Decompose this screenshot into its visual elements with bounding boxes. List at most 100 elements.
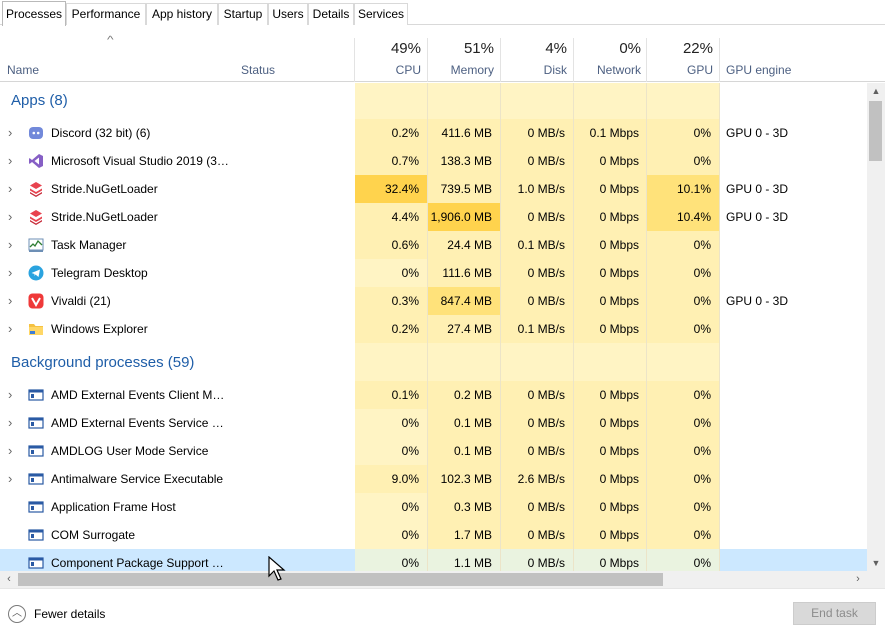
- stride-icon: [28, 181, 44, 197]
- process-row[interactable]: › Task Manager 0.6% 24.4 MB 0.1 MB/s 0 Mbps 0%: [0, 231, 867, 259]
- vivaldi-icon: [28, 293, 44, 309]
- expand-chevron-icon[interactable]: ›: [8, 181, 13, 196]
- column-header-cpu[interactable]: 49% CPU: [355, 26, 427, 82]
- process-name: Microsoft Visual Studio 2019 (32...: [51, 154, 229, 168]
- column-header-status[interactable]: Status: [234, 26, 355, 82]
- process-row[interactable]: › Microsoft Visual Studio 2019 (32... 0.7%…: [0, 147, 867, 175]
- end-task-button[interactable]: End task: [793, 602, 876, 625]
- expand-chevron-icon[interactable]: ›: [8, 153, 13, 168]
- cell-net: 0 Mbps: [574, 465, 647, 493]
- cell-mem: 411.6 MB: [428, 119, 500, 147]
- process-row[interactable]: COM Surrogate 0% 1.7 MB 0 MB/s 0 Mbps 0%: [0, 521, 867, 549]
- expand-chevron-icon[interactable]: ›: [8, 387, 13, 402]
- process-row[interactable]: › Stride.NuGetLoader 4.4% 1,906.0 MB 0 MB/s 0…: [0, 203, 867, 231]
- process-row[interactable]: › Windows Explorer 0.2% 27.4 MB 0.1 MB/s 0 Mb…: [0, 315, 867, 343]
- horizontal-scroll-thumb[interactable]: [18, 573, 663, 586]
- cell-gpu: 0%: [647, 549, 719, 571]
- cell-net: 0 Mbps: [574, 287, 647, 315]
- process-row[interactable]: › Vivaldi (21) 0.3% 847.4 MB 0 MB/s 0 Mbps 0% G…: [0, 287, 867, 315]
- tab-users[interactable]: Users: [268, 3, 308, 25]
- scroll-right-icon[interactable]: ›: [856, 573, 860, 585]
- column-header-network[interactable]: 0% Network: [574, 26, 647, 82]
- process-name: AMDLOG User Mode Service: [51, 444, 209, 458]
- group-title-background: Background processes (59): [11, 354, 195, 371]
- cpu-total-percent: 49%: [390, 40, 421, 57]
- scroll-left-icon[interactable]: ‹: [7, 573, 11, 585]
- vertical-scrollbar[interactable]: ▲ ▼: [867, 83, 885, 571]
- column-header-disk[interactable]: 4% Disk: [501, 26, 573, 82]
- scroll-down-icon[interactable]: ▼: [871, 558, 881, 568]
- vertical-scroll-thumb[interactable]: [869, 101, 882, 161]
- fewer-details-button[interactable]: ︿ Fewer details: [8, 604, 105, 624]
- process-name: Stride.NuGetLoader: [51, 182, 158, 196]
- expand-chevron-icon[interactable]: ›: [8, 443, 13, 458]
- fewer-details-label: Fewer details: [34, 607, 106, 621]
- process-name: AMD External Events Service M...: [51, 416, 229, 430]
- expand-chevron-icon[interactable]: ›: [8, 237, 13, 252]
- horizontal-scrollbar[interactable]: ‹ ›: [0, 571, 867, 588]
- cell-gpu: 0%: [647, 381, 719, 409]
- scroll-up-icon[interactable]: ▲: [871, 86, 881, 96]
- group-header-apps: Apps (8): [0, 83, 867, 119]
- cell-disk: 0 MB/s: [501, 521, 573, 549]
- process-row[interactable]: › Telegram Desktop 0% 111.6 MB 0 MB/s 0 Mbps 0…: [0, 259, 867, 287]
- tab-processes[interactable]: Processes: [2, 1, 66, 26]
- process-name: Antimalware Service Executable: [51, 472, 224, 486]
- cell-cpu: 0%: [355, 409, 427, 437]
- process-row[interactable]: Application Frame Host 0% 0.3 MB 0 MB/s 0 Mb…: [0, 493, 867, 521]
- cell-disk: 0 MB/s: [501, 119, 573, 147]
- cell-cpu: 0%: [355, 549, 427, 571]
- tab-performance[interactable]: Performance: [66, 3, 146, 25]
- cell-gpu-engine: GPU 0 - 3D: [726, 210, 789, 224]
- expand-chevron-icon[interactable]: ›: [8, 209, 13, 224]
- cell-cpu: 0.1%: [355, 381, 427, 409]
- cell-cpu: 0%: [355, 437, 427, 465]
- cell-mem: 138.3 MB: [428, 147, 500, 175]
- process-row[interactable]: Component Package Support S... 0% 1.1 MB 0 …: [0, 549, 867, 571]
- process-row[interactable]: › Discord (32 bit) (6) 0.2% 411.6 MB 0 MB/s 0…: [0, 119, 867, 147]
- cell-gpu: 0%: [647, 231, 719, 259]
- gpu-total-percent: 22%: [682, 40, 713, 57]
- column-separator: [646, 83, 647, 571]
- service-window-icon: [28, 499, 44, 515]
- expand-chevron-icon[interactable]: ›: [8, 471, 13, 486]
- process-row[interactable]: › AMD External Events Client Mo... 0.1% 0.2…: [0, 381, 867, 409]
- cell-gpu: 0%: [647, 437, 719, 465]
- tab-details[interactable]: Details: [308, 3, 354, 25]
- process-name: Stride.NuGetLoader: [51, 210, 158, 224]
- cell-cpu: 4.4%: [355, 203, 427, 231]
- column-header-memory[interactable]: 51% Memory: [428, 26, 500, 82]
- disk-total-percent: 4%: [545, 40, 567, 57]
- cell-gpu: 0%: [647, 493, 719, 521]
- cell-disk: 0 MB/s: [501, 437, 573, 465]
- column-gpu-label: GPU: [686, 63, 713, 77]
- process-list: Apps (8) › Discord (32 bit) (6) 0.2% 411.6 M…: [0, 83, 867, 571]
- cell-gpu: 0%: [647, 409, 719, 437]
- tab-app-history[interactable]: App history: [146, 3, 218, 25]
- column-separator: [573, 83, 574, 571]
- cell-net: 0 Mbps: [574, 549, 647, 571]
- column-header-name[interactable]: Name: [0, 26, 234, 82]
- cell-gpu: 0%: [647, 287, 719, 315]
- process-row[interactable]: › AMD External Events Service M... 0% 0.1 M…: [0, 409, 867, 437]
- expand-chevron-icon[interactable]: ›: [8, 125, 13, 140]
- column-header-gpu-engine[interactable]: GPU engine: [719, 26, 867, 82]
- cell-mem: 0.2 MB: [428, 381, 500, 409]
- expand-chevron-icon[interactable]: ›: [8, 265, 13, 280]
- expand-chevron-icon[interactable]: ›: [8, 293, 13, 308]
- service-window-icon: [28, 555, 44, 571]
- column-cpu-label: CPU: [395, 63, 421, 77]
- process-row[interactable]: › Antimalware Service Executable 9.0% 102.3…: [0, 465, 867, 493]
- column-header-gpu[interactable]: 22% GPU: [647, 26, 719, 82]
- cell-disk: 1.0 MB/s: [501, 175, 573, 203]
- process-row[interactable]: › AMDLOG User Mode Service 0% 0.1 MB 0 MB/s 0…: [0, 437, 867, 465]
- column-network-label: Network: [596, 63, 641, 77]
- expand-chevron-icon[interactable]: ›: [8, 321, 13, 336]
- process-row[interactable]: › Stride.NuGetLoader 32.4% 739.5 MB 1.0 MB/s…: [0, 175, 867, 203]
- tab-startup[interactable]: Startup: [218, 3, 268, 25]
- visual-studio-icon: [28, 153, 44, 169]
- network-total-percent: 0%: [619, 40, 641, 57]
- tab-services[interactable]: Services: [354, 3, 408, 25]
- expand-chevron-icon[interactable]: ›: [8, 415, 13, 430]
- cell-mem: 0.1 MB: [428, 437, 500, 465]
